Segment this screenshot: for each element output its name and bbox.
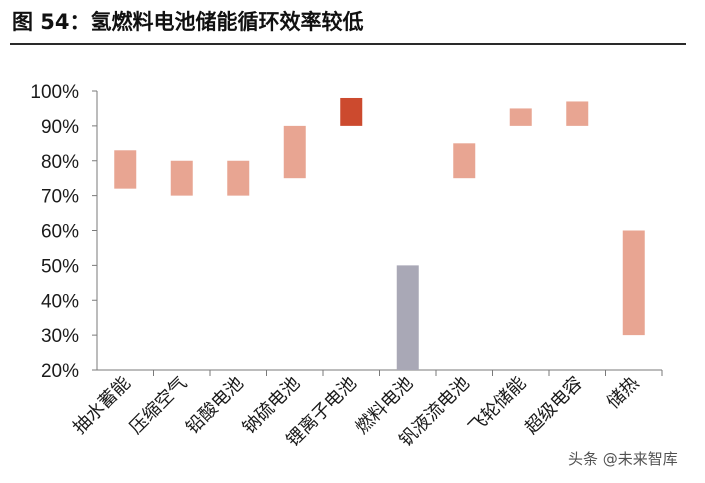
- y-tick-label: 60%: [41, 222, 79, 243]
- y-tick-label: 20%: [41, 361, 79, 382]
- y-tick-label: 70%: [41, 187, 79, 208]
- range-bar: [566, 101, 589, 126]
- range-bar: [114, 150, 137, 189]
- range-bar: [622, 230, 645, 336]
- x-category-label: 超级电容: [521, 373, 587, 439]
- y-tick-label: 90%: [41, 117, 79, 138]
- y-tick-label: 100%: [30, 82, 79, 103]
- range-bar: [396, 265, 419, 370]
- range-bar: [227, 160, 250, 196]
- range-bar: [340, 97, 363, 126]
- y-tick-label: 30%: [41, 326, 79, 347]
- y-tick-label: 40%: [41, 291, 79, 312]
- title-divider: [10, 43, 686, 45]
- x-category-label: 储热: [603, 373, 643, 413]
- x-category-label: 抽水蓄能: [69, 373, 135, 439]
- y-tick-label: 80%: [41, 152, 79, 173]
- range-bar: [283, 125, 306, 179]
- x-category-label: 飞轮储能: [465, 373, 531, 439]
- y-tick-label: 50%: [41, 256, 79, 277]
- range-bar: [453, 143, 476, 179]
- x-category-label: 压缩空气: [126, 373, 192, 439]
- range-bar: [170, 160, 193, 196]
- x-category-label: 铅酸电池: [182, 373, 248, 439]
- figure-title: 图 54：氢燃料电池储能循环效率较低: [12, 10, 364, 34]
- source-watermark: 头条 @未来智库: [568, 450, 678, 468]
- range-bar: [509, 108, 532, 126]
